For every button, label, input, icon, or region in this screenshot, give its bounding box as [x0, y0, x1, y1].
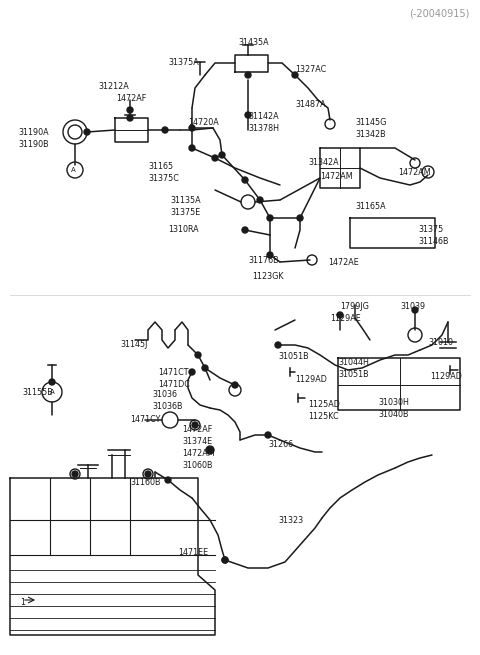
Text: 31165A: 31165A	[355, 202, 385, 211]
Text: 31036B: 31036B	[152, 402, 182, 411]
Circle shape	[189, 125, 195, 131]
Text: 31051B: 31051B	[278, 352, 309, 361]
Text: 31375C: 31375C	[148, 174, 179, 183]
Text: 31323: 31323	[278, 516, 303, 525]
Text: 1472AM: 1472AM	[398, 168, 431, 177]
Circle shape	[219, 152, 225, 158]
Text: A: A	[49, 389, 54, 395]
Text: 14720A: 14720A	[188, 118, 219, 127]
Text: 1129AE: 1129AE	[330, 314, 361, 323]
Text: 31190B: 31190B	[18, 140, 48, 149]
Circle shape	[212, 155, 218, 161]
Text: 1472AF: 1472AF	[182, 425, 212, 434]
Text: 1472AM: 1472AM	[182, 449, 215, 458]
Text: 1310RA: 1310RA	[168, 225, 199, 234]
Text: 1799JG: 1799JG	[340, 302, 369, 311]
Circle shape	[245, 72, 251, 78]
Circle shape	[165, 477, 171, 483]
Circle shape	[412, 307, 418, 313]
Circle shape	[242, 227, 248, 233]
Text: 1123GK: 1123GK	[252, 272, 284, 281]
Circle shape	[292, 72, 298, 78]
Circle shape	[189, 369, 195, 375]
Text: 31010: 31010	[428, 338, 453, 347]
Text: 31342B: 31342B	[355, 130, 385, 139]
Text: 1471DC: 1471DC	[158, 380, 190, 389]
Text: 1472AM: 1472AM	[320, 172, 353, 181]
Circle shape	[72, 471, 78, 477]
Text: 31155B: 31155B	[22, 388, 53, 397]
Text: 31375E: 31375E	[170, 208, 200, 217]
Circle shape	[242, 177, 248, 183]
Circle shape	[189, 145, 195, 151]
Text: 1472AE: 1472AE	[328, 258, 359, 267]
Text: 1125KC: 1125KC	[308, 412, 338, 421]
Circle shape	[222, 557, 228, 563]
Text: 1129AD: 1129AD	[430, 372, 462, 381]
Circle shape	[232, 382, 238, 388]
Text: 31060B: 31060B	[182, 461, 213, 470]
Circle shape	[192, 422, 198, 428]
Text: 31435A: 31435A	[238, 38, 269, 47]
Text: A: A	[71, 167, 75, 173]
Circle shape	[222, 557, 228, 563]
Text: 31487A: 31487A	[295, 100, 325, 109]
Text: 31051B: 31051B	[338, 370, 369, 379]
Circle shape	[267, 252, 273, 258]
Circle shape	[267, 215, 273, 221]
Text: 31165: 31165	[148, 162, 173, 171]
Text: 31266: 31266	[268, 440, 293, 449]
Text: 1471EE: 1471EE	[178, 548, 208, 557]
Text: 31039: 31039	[400, 302, 425, 311]
Circle shape	[195, 352, 201, 358]
Text: 31378H: 31378H	[248, 124, 279, 133]
Text: 1471CY: 1471CY	[130, 415, 160, 424]
Text: 31212A: 31212A	[98, 82, 129, 91]
Text: 31044H: 31044H	[338, 358, 369, 367]
Text: 1125AD: 1125AD	[308, 400, 340, 409]
Circle shape	[245, 112, 251, 118]
Text: 1327AC: 1327AC	[295, 65, 326, 74]
Circle shape	[265, 432, 271, 438]
Text: 31176B: 31176B	[248, 256, 278, 265]
Circle shape	[207, 447, 213, 453]
Circle shape	[275, 342, 281, 348]
Text: (-20040915): (-20040915)	[409, 8, 470, 18]
Circle shape	[297, 215, 303, 221]
Text: 31040B: 31040B	[378, 410, 408, 419]
Text: 1472AF: 1472AF	[116, 94, 146, 103]
Circle shape	[127, 107, 133, 113]
Text: 1471CT: 1471CT	[158, 368, 189, 377]
Circle shape	[202, 365, 208, 371]
Text: 31342A: 31342A	[308, 158, 338, 167]
Text: 31030H: 31030H	[378, 398, 409, 407]
Text: 31190A: 31190A	[18, 128, 48, 137]
Text: 31135A: 31135A	[170, 196, 201, 205]
Circle shape	[257, 197, 263, 203]
Text: 31374E: 31374E	[182, 437, 212, 446]
Text: 31160B: 31160B	[130, 478, 160, 487]
Text: 31142A: 31142A	[248, 112, 278, 121]
Circle shape	[337, 312, 343, 318]
Text: 1: 1	[20, 598, 25, 607]
Circle shape	[84, 129, 90, 135]
Text: 31375: 31375	[418, 225, 443, 234]
Circle shape	[127, 115, 133, 121]
Text: 1129AD: 1129AD	[295, 375, 327, 384]
Text: 31145J: 31145J	[120, 340, 147, 349]
Circle shape	[145, 471, 151, 477]
Circle shape	[49, 379, 55, 385]
Text: 31375A: 31375A	[168, 58, 199, 67]
Text: 31036: 31036	[152, 390, 177, 399]
Text: 31146B: 31146B	[418, 237, 448, 246]
Text: 31145G: 31145G	[355, 118, 386, 127]
Circle shape	[162, 127, 168, 133]
